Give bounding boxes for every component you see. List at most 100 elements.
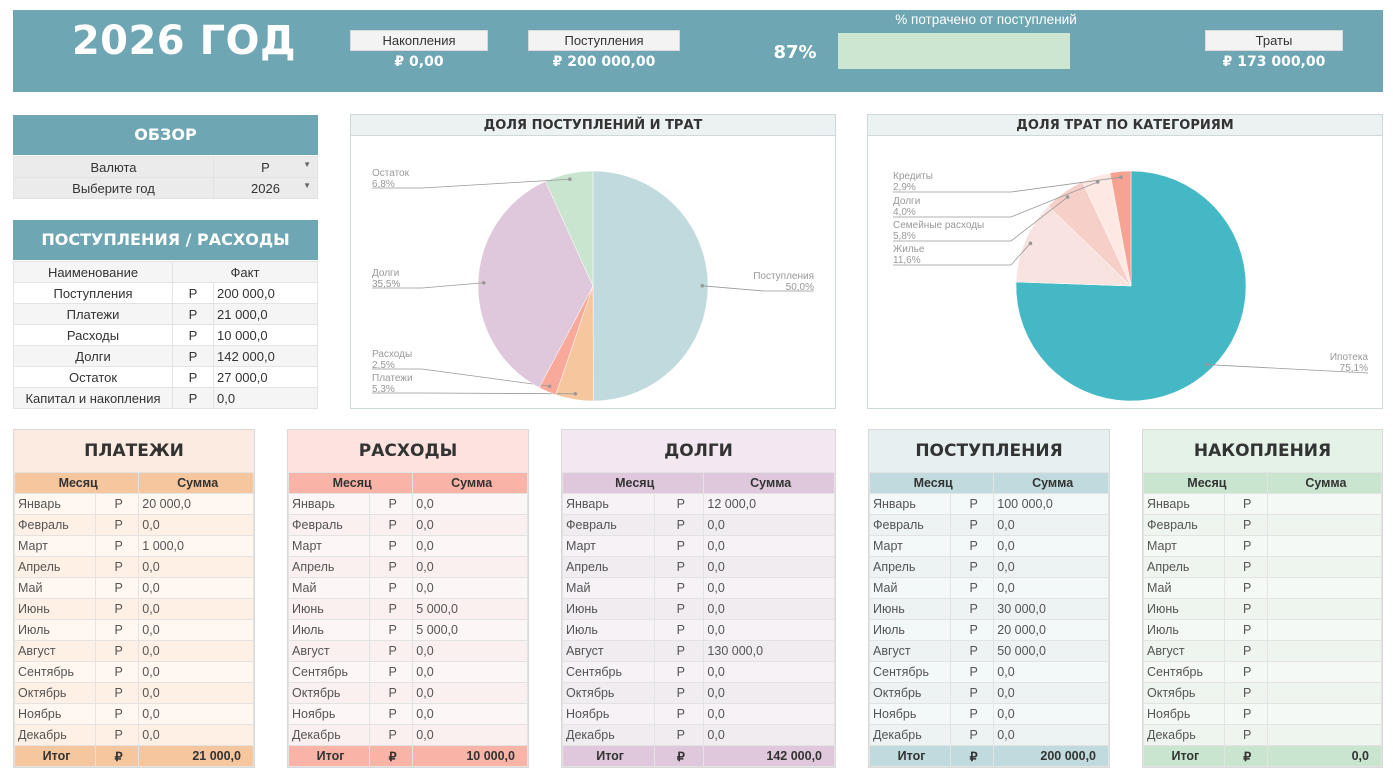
sum-cell[interactable]: 0,0 [703, 682, 835, 704]
sum-cell[interactable]: 0,0 [138, 724, 254, 746]
table-row: Август Р 50 000,0 [868, 640, 1109, 662]
sum-cell[interactable]: 20 000,0 [993, 619, 1109, 641]
block-title: ПОСТУПЛЕНИЯ [869, 430, 1109, 472]
month-cell: Октябрь [13, 682, 97, 704]
table-row: Апрель Р [1143, 556, 1383, 578]
year-select[interactable]: 2026 ▼ [213, 177, 318, 199]
sum-cell[interactable] [1266, 724, 1383, 746]
sum-cell[interactable]: 0,0 [412, 661, 528, 683]
sum-cell[interactable]: 0,0 [703, 535, 835, 557]
month-cell: Ноябрь [1143, 703, 1225, 725]
month-cell: Июль [868, 619, 952, 641]
month-cell: Сентябрь [561, 661, 656, 683]
sum-cell[interactable]: 30 000,0 [993, 598, 1109, 620]
sum-cell[interactable]: 50 000,0 [993, 640, 1109, 662]
sum-cell[interactable]: 0,0 [993, 661, 1109, 683]
sum-cell[interactable]: 0,0 [138, 556, 254, 578]
sum-cell[interactable]: 0,0 [993, 514, 1109, 536]
slice-percent-label: 75,1% [1340, 363, 1368, 374]
expenses-label: Траты [1205, 30, 1343, 51]
sum-cell[interactable] [1266, 661, 1383, 683]
sum-cell[interactable]: 0,0 [703, 598, 835, 620]
sum-cell[interactable]: 0,0 [703, 703, 835, 725]
sum-cell[interactable]: 0,0 [412, 703, 528, 725]
currency-cell: Р [369, 598, 414, 620]
sum-cell[interactable] [1266, 703, 1383, 725]
sum-cell[interactable]: 0,0 [993, 535, 1109, 557]
sum-cell[interactable]: 0,0 [138, 703, 254, 725]
sum-cell[interactable]: 0,0 [993, 556, 1109, 578]
month-cell: Май [561, 577, 656, 599]
sum-cell[interactable]: 0,0 [703, 577, 835, 599]
leader-dot [1065, 195, 1070, 199]
slice-percent-label: 6,8% [372, 179, 395, 190]
total-label: Итог [868, 745, 952, 767]
month-cell: Сентябрь [868, 661, 952, 683]
sum-cell[interactable] [1266, 577, 1383, 599]
chevron-down-icon[interactable]: ▼ [303, 160, 311, 169]
sum-cell[interactable]: 12 000,0 [703, 493, 835, 515]
sum-cell[interactable] [1266, 493, 1383, 515]
sum-cell[interactable]: 5 000,0 [412, 598, 528, 620]
sum-cell[interactable] [1266, 598, 1383, 620]
sum-cell[interactable]: 0,0 [703, 619, 835, 641]
slice-name-label: Жилье [893, 244, 925, 255]
sum-cell[interactable]: 0,0 [993, 577, 1109, 599]
sum-cell[interactable]: 0,0 [993, 682, 1109, 704]
sum-cell[interactable]: 0,0 [138, 619, 254, 641]
currency-cell: Р [369, 556, 414, 578]
table-row: Февраль Р 0,0 [561, 514, 835, 536]
month-cell: Апрель [868, 556, 952, 578]
sum-cell[interactable]: 5 000,0 [412, 619, 528, 641]
table-row: Май Р 0,0 [561, 577, 835, 599]
month-cell: Апрель [1143, 556, 1225, 578]
sum-cell[interactable]: 0,0 [703, 661, 835, 683]
sum-cell[interactable]: 0,0 [412, 640, 528, 662]
sum-cell[interactable]: 100 000,0 [993, 493, 1109, 515]
chevron-down-icon[interactable]: ▼ [303, 181, 311, 190]
sum-cell[interactable] [1266, 682, 1383, 704]
currency-select[interactable]: Р ▼ [213, 156, 318, 178]
table-row: Март Р [1143, 535, 1383, 557]
month-cell: Июнь [868, 598, 952, 620]
sum-cell[interactable]: 0,0 [703, 724, 835, 746]
table-row: Апрель Р 0,0 [561, 556, 835, 578]
leader-dot [700, 284, 705, 288]
table-row: Октябрь Р 0,0 [868, 682, 1109, 704]
sum-cell[interactable]: 130 000,0 [703, 640, 835, 662]
sum-cell[interactable]: 0,0 [412, 535, 528, 557]
sum-cell[interactable]: 0,0 [138, 682, 254, 704]
month-cell: Июнь [287, 598, 371, 620]
currency-cell: Р [369, 703, 414, 725]
currency-cell: Р [95, 724, 140, 746]
sum-cell[interactable]: 0,0 [412, 577, 528, 599]
total-row: Итог ₽200 000,0 [868, 745, 1109, 767]
sum-cell[interactable]: 0,0 [412, 556, 528, 578]
sum-cell[interactable]: 0,0 [412, 514, 528, 536]
sum-cell[interactable] [1266, 619, 1383, 641]
sum-cell[interactable]: 0,0 [138, 640, 254, 662]
sum-cell[interactable]: 20 000,0 [138, 493, 254, 515]
sum-cell[interactable]: 0,0 [412, 493, 528, 515]
sum-cell[interactable] [1266, 514, 1383, 536]
leader-line [1206, 364, 1369, 374]
month-cell: Ноябрь [287, 703, 371, 725]
total-currency: ₽ [654, 745, 705, 767]
sum-cell[interactable]: 0,0 [703, 556, 835, 578]
sum-cell[interactable] [1266, 640, 1383, 662]
row-value: 0,0 [213, 387, 318, 409]
sum-cell[interactable]: 1 000,0 [138, 535, 254, 557]
sum-cell[interactable]: 0,0 [412, 724, 528, 746]
sum-cell[interactable]: 0,0 [138, 577, 254, 599]
sum-cell[interactable]: 0,0 [993, 724, 1109, 746]
sum-cell[interactable]: 0,0 [412, 682, 528, 704]
sum-cell[interactable]: 0,0 [138, 661, 254, 683]
leader-line [372, 368, 550, 387]
sum-cell[interactable]: 0,0 [138, 598, 254, 620]
sum-cell[interactable]: 0,0 [138, 514, 254, 536]
sum-cell[interactable]: 0,0 [993, 703, 1109, 725]
sum-cell[interactable] [1266, 556, 1383, 578]
leader-line [893, 196, 1068, 242]
sum-cell[interactable]: 0,0 [703, 514, 835, 536]
sum-cell[interactable] [1266, 535, 1383, 557]
